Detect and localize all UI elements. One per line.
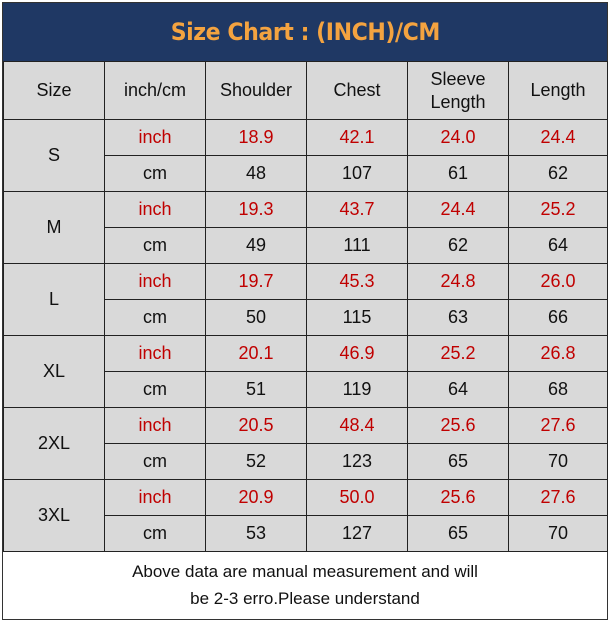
header-shoulder: Shoulder: [205, 61, 307, 120]
inch-chest-cell: 46.9: [306, 335, 408, 372]
header-row: Size inch/cm Shoulder Chest Sleeve Lengt…: [3, 61, 608, 120]
inch-chest-cell: 42.1: [306, 119, 408, 156]
cm-sleeve-cell: 63: [407, 299, 509, 336]
inch-shoulder-cell: 20.5: [205, 407, 307, 444]
cm-chest-cell: 127: [306, 515, 408, 552]
measurement-note: Above data are manual measurement and wi…: [3, 551, 607, 619]
inch-unit-cell: inch: [104, 191, 206, 228]
cm-sleeve-cell: 65: [407, 515, 509, 552]
inch-shoulder-cell: 18.9: [205, 119, 307, 156]
table-row: cm 50 115 63 66: [4, 299, 608, 336]
cm-sleeve-cell: 61: [407, 155, 509, 192]
header-size: Size: [3, 61, 105, 120]
cm-shoulder-cell: 49: [205, 227, 307, 264]
cm-chest-cell: 123: [306, 443, 408, 480]
size-table: Size inch/cm Shoulder Chest Sleeve Lengt…: [3, 61, 608, 552]
header-length: Length: [508, 61, 608, 120]
cm-sleeve-cell: 62: [407, 227, 509, 264]
cm-unit-cell: cm: [104, 227, 206, 264]
inch-length-cell: 25.2: [508, 191, 608, 228]
inch-shoulder-cell: 20.9: [205, 479, 307, 516]
inch-chest-cell: 48.4: [306, 407, 408, 444]
table-row: cm 51 119 64 68: [4, 371, 608, 408]
header-sleeve-length: Sleeve Length: [407, 61, 509, 120]
cm-unit-cell: cm: [104, 515, 206, 552]
title-bar: Size Chart : (INCH)/CM: [3, 3, 607, 61]
chart-title: Size Chart : (INCH)/CM: [170, 18, 440, 46]
inch-chest-cell: 43.7: [306, 191, 408, 228]
inch-shoulder-cell: 20.1: [205, 335, 307, 372]
cm-sleeve-cell: 64: [407, 371, 509, 408]
table-row: cm 53 127 65 70: [4, 515, 608, 552]
cm-shoulder-cell: 52: [205, 443, 307, 480]
size-label: L: [3, 263, 105, 336]
inch-shoulder-cell: 19.3: [205, 191, 307, 228]
table-row: cm 48 107 61 62: [4, 155, 608, 192]
inch-length-cell: 26.0: [508, 263, 608, 300]
header-chest: Chest: [306, 61, 408, 120]
cm-unit-cell: cm: [104, 371, 206, 408]
cm-length-cell: 66: [508, 299, 608, 336]
cm-unit-cell: cm: [104, 299, 206, 336]
inch-length-cell: 27.6: [508, 407, 608, 444]
inch-unit-cell: inch: [104, 119, 206, 156]
cm-shoulder-cell: 50: [205, 299, 307, 336]
cm-unit-cell: cm: [104, 155, 206, 192]
inch-sleeve-cell: 25.6: [407, 479, 509, 516]
cm-unit-cell: cm: [104, 443, 206, 480]
note-line-2: be 2-3 erro.Please understand: [190, 589, 420, 608]
size-label: S: [3, 119, 105, 192]
inch-length-cell: 26.8: [508, 335, 608, 372]
table-row: cm 49 111 62 64: [4, 227, 608, 264]
inch-shoulder-cell: 19.7: [205, 263, 307, 300]
cm-length-cell: 70: [508, 515, 608, 552]
size-label: 2XL: [3, 407, 105, 480]
header-sleeve-line2: Length: [430, 91, 486, 112]
cm-chest-cell: 107: [306, 155, 408, 192]
inch-length-cell: 24.4: [508, 119, 608, 156]
table-row: 3XL inch 20.9 50.0 25.6 27.6: [3, 479, 608, 552]
inch-sleeve-cell: 24.4: [407, 191, 509, 228]
size-label: XL: [3, 335, 105, 408]
cm-chest-cell: 115: [306, 299, 408, 336]
cm-shoulder-cell: 51: [205, 371, 307, 408]
inch-sleeve-cell: 24.8: [407, 263, 509, 300]
inch-unit-cell: inch: [104, 263, 206, 300]
inch-sleeve-cell: 25.6: [407, 407, 509, 444]
inch-sleeve-cell: 25.2: [407, 335, 509, 372]
header-sleeve-line1: Sleeve: [430, 68, 486, 89]
inch-chest-cell: 50.0: [306, 479, 408, 516]
cm-length-cell: 70: [508, 443, 608, 480]
table-row: 2XL inch 20.5 48.4 25.6 27.6: [3, 407, 608, 480]
cm-length-cell: 62: [508, 155, 608, 192]
cm-length-cell: 68: [508, 371, 608, 408]
table-row: XL inch 20.1 46.9 25.2 26.8: [3, 335, 608, 408]
inch-unit-cell: inch: [104, 335, 206, 372]
inch-chest-cell: 45.3: [306, 263, 408, 300]
inch-unit-cell: inch: [104, 407, 206, 444]
cm-chest-cell: 111: [306, 227, 408, 264]
cm-shoulder-cell: 53: [205, 515, 307, 552]
cm-chest-cell: 119: [306, 371, 408, 408]
table-row: cm 52 123 65 70: [4, 443, 608, 480]
inch-sleeve-cell: 24.0: [407, 119, 509, 156]
cm-length-cell: 64: [508, 227, 608, 264]
note-line-1: Above data are manual measurement and wi…: [132, 562, 478, 581]
size-label: 3XL: [3, 479, 105, 552]
size-label: M: [3, 191, 105, 264]
inch-length-cell: 27.6: [508, 479, 608, 516]
inch-unit-cell: inch: [104, 479, 206, 516]
cm-shoulder-cell: 48: [205, 155, 307, 192]
header-unit: inch/cm: [104, 61, 206, 120]
cm-sleeve-cell: 65: [407, 443, 509, 480]
